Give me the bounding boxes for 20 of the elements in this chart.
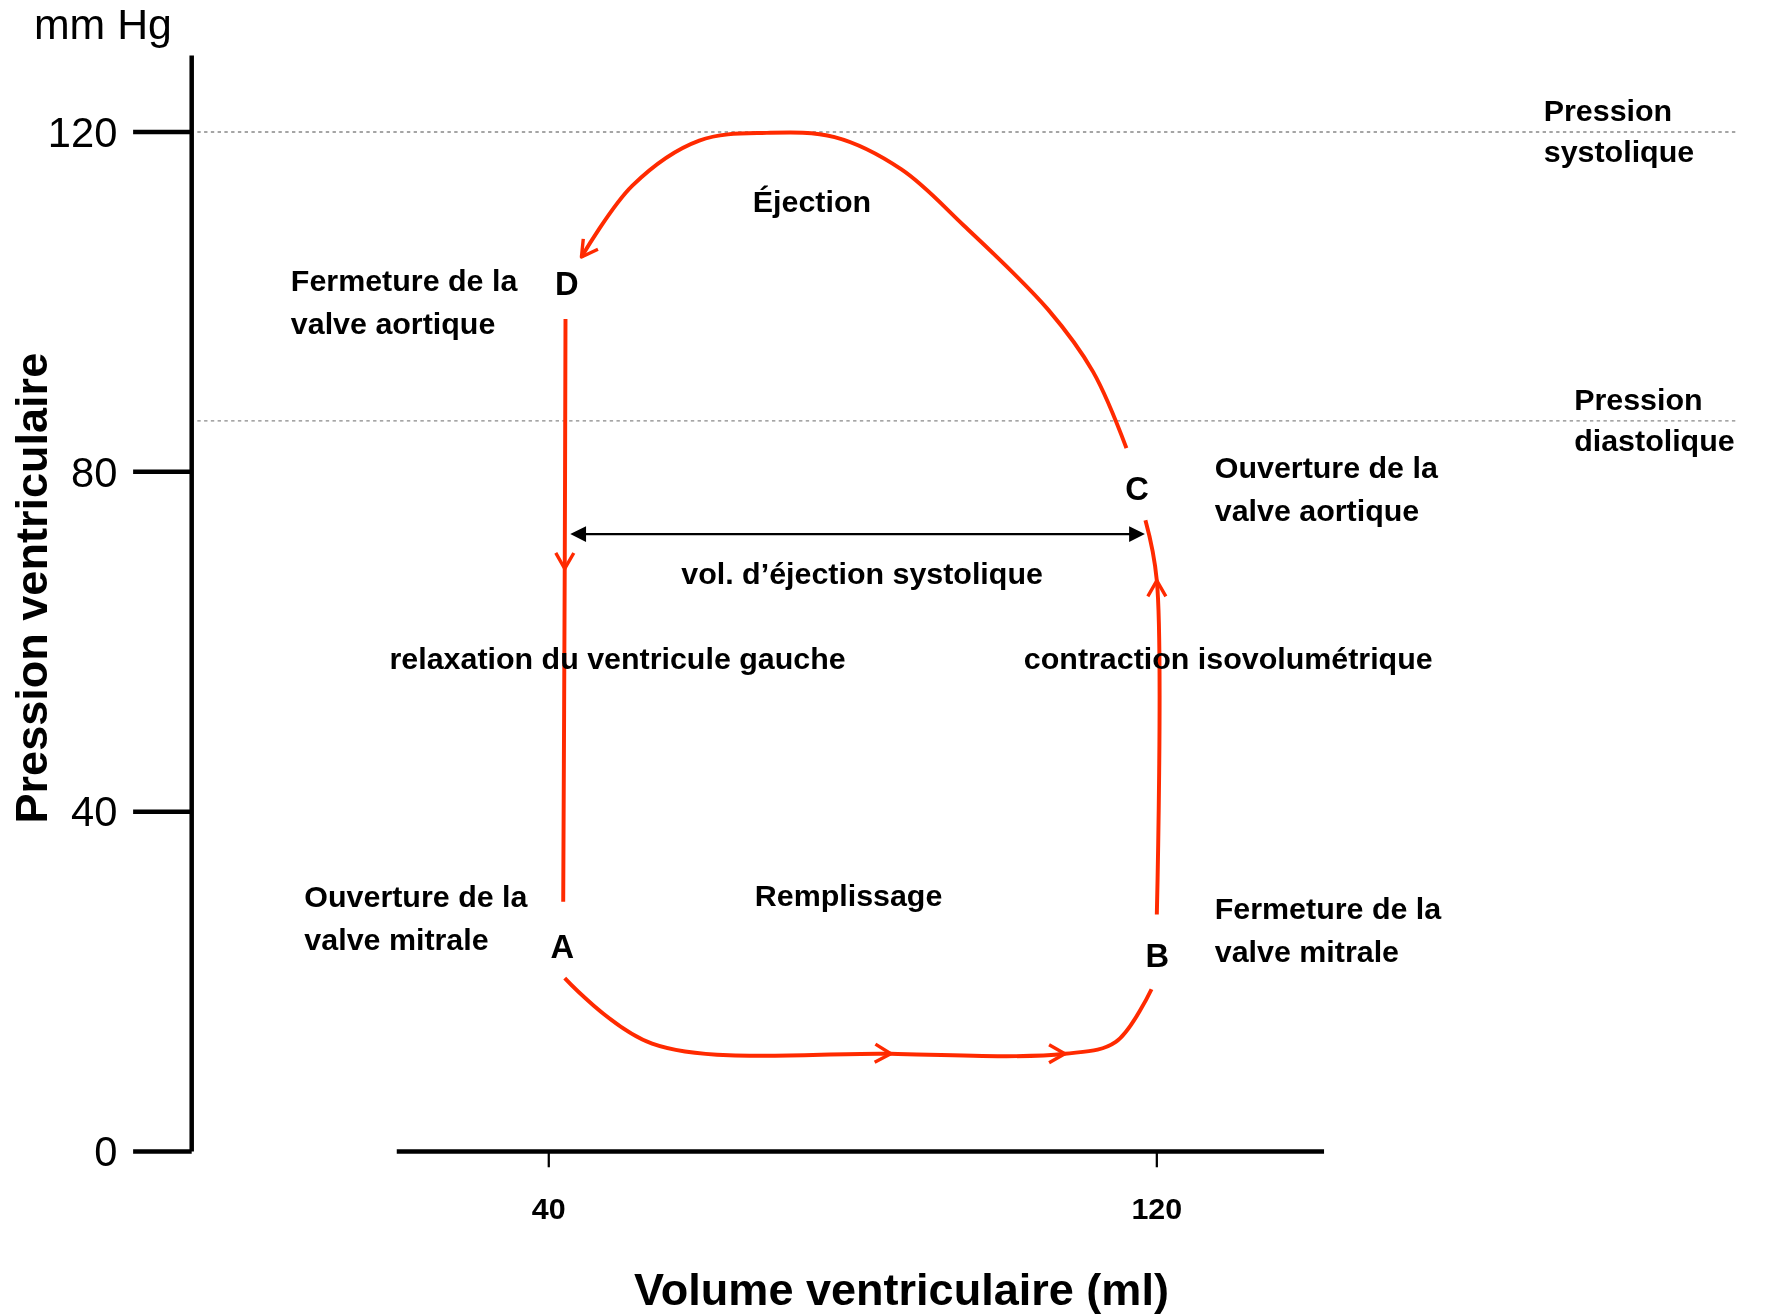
annotation: Remplissage: [754, 877, 943, 912]
annotation: vol. d’éjection systolique: [681, 555, 1043, 590]
x-axis-title: Volume ventriculaire (ml): [634, 1263, 1169, 1315]
annotation: Éjection: [752, 183, 872, 218]
y-tick-label: 120: [47, 108, 118, 156]
y-axis-title: Pression ventriculaire: [6, 352, 58, 824]
ref-line-label: Pression diastolique: [1574, 381, 1735, 458]
y-tick-label: 40: [70, 788, 118, 836]
annotation: D: [555, 265, 579, 303]
annotation: Ouverture de la valve aortique: [1214, 449, 1439, 527]
y-tick-label: 0: [94, 1128, 118, 1176]
annotation: A: [550, 927, 575, 965]
annotation: Ouverture de la valve mitrale: [304, 879, 529, 956]
text: mm Hg: [33, 0, 172, 49]
ref-line-label: Pression systolique: [1543, 92, 1695, 169]
annotation: Fermeture de la valve mitrale: [1214, 891, 1443, 969]
y-tick-label: 80: [70, 448, 118, 496]
annotation: C: [1125, 470, 1149, 508]
annotation: B: [1145, 936, 1170, 974]
annotation: Fermeture de la valve aortique: [290, 262, 519, 340]
